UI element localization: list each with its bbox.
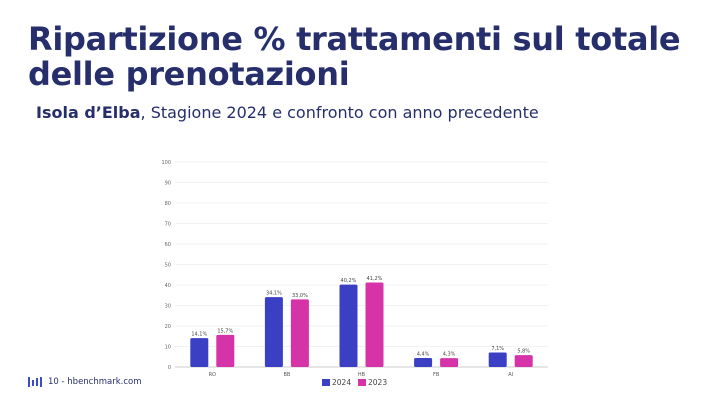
y-tick-label: 20 <box>165 324 171 330</box>
x-tick-label: FB <box>433 372 440 378</box>
legend-label: 2023 <box>368 378 387 387</box>
y-tick-label: 100 <box>161 160 171 166</box>
y-tick-label: 70 <box>165 221 171 227</box>
y-tick-label: 60 <box>165 242 171 248</box>
footer: 10 - hbenchmark.com <box>28 376 142 388</box>
footer-page-text: 10 - hbenchmark.com <box>48 377 142 387</box>
title-line-1: Ripartizione % trattamenti sul totale <box>28 20 681 58</box>
data-label: 33,0% <box>292 293 308 299</box>
bar-2023-FB <box>440 358 459 367</box>
bar-2024-AI <box>488 352 507 367</box>
legend-swatch-2024 <box>322 379 330 386</box>
bar-2023-HB <box>365 282 384 367</box>
legend-label: 2024 <box>332 378 351 387</box>
bar-2024-FB <box>414 357 433 367</box>
data-label: 4,4% <box>417 351 430 357</box>
hbenchmark-logo-icon <box>28 377 42 387</box>
data-label: 41,2% <box>367 276 383 282</box>
y-tick-label: 50 <box>165 262 171 268</box>
bar-2023-BB <box>290 299 309 367</box>
data-label: 14,1% <box>191 332 207 338</box>
subtitle-description: , Stagione 2024 e confronto con anno pre… <box>140 103 539 122</box>
x-tick-label: BB <box>283 372 290 378</box>
bar-2024-RO <box>190 338 209 367</box>
data-label: 15,7% <box>217 328 233 334</box>
page-title: Ripartizione % trattamenti sul totale de… <box>28 22 708 92</box>
title-line-2: delle prenotazioni <box>28 55 350 93</box>
x-tick-label: RO <box>209 372 216 378</box>
bar-2024-BB <box>264 297 283 367</box>
subtitle: Isola d’Elba, Stagione 2024 e confronto … <box>36 103 539 122</box>
y-tick-label: 80 <box>165 201 171 207</box>
data-label: 40,2% <box>341 278 357 284</box>
x-tick-label: AI <box>508 372 513 378</box>
y-tick-label: 0 <box>168 365 171 371</box>
x-tick-label: HB <box>358 372 366 378</box>
y-tick-label: 40 <box>165 283 171 289</box>
subtitle-location: Isola d’Elba <box>36 103 141 122</box>
data-label: 7,1% <box>491 346 504 352</box>
bar-2024-HB <box>339 284 358 367</box>
bar-2023-RO <box>216 334 235 367</box>
y-tick-label: 30 <box>165 303 171 309</box>
y-tick-label: 90 <box>165 180 171 186</box>
bar-chart: 0 10 20 30 40 50 60 70 80 90 100 14,1% 15,7% RO 34,1% 3… <box>161 160 548 387</box>
data-label: 5,8% <box>517 349 530 355</box>
data-label: 4,3% <box>443 352 456 358</box>
bar-2023-AI <box>514 355 533 367</box>
legend-swatch-2023 <box>358 379 366 386</box>
y-tick-label: 10 <box>165 344 171 350</box>
data-label: 34,1% <box>266 291 282 297</box>
